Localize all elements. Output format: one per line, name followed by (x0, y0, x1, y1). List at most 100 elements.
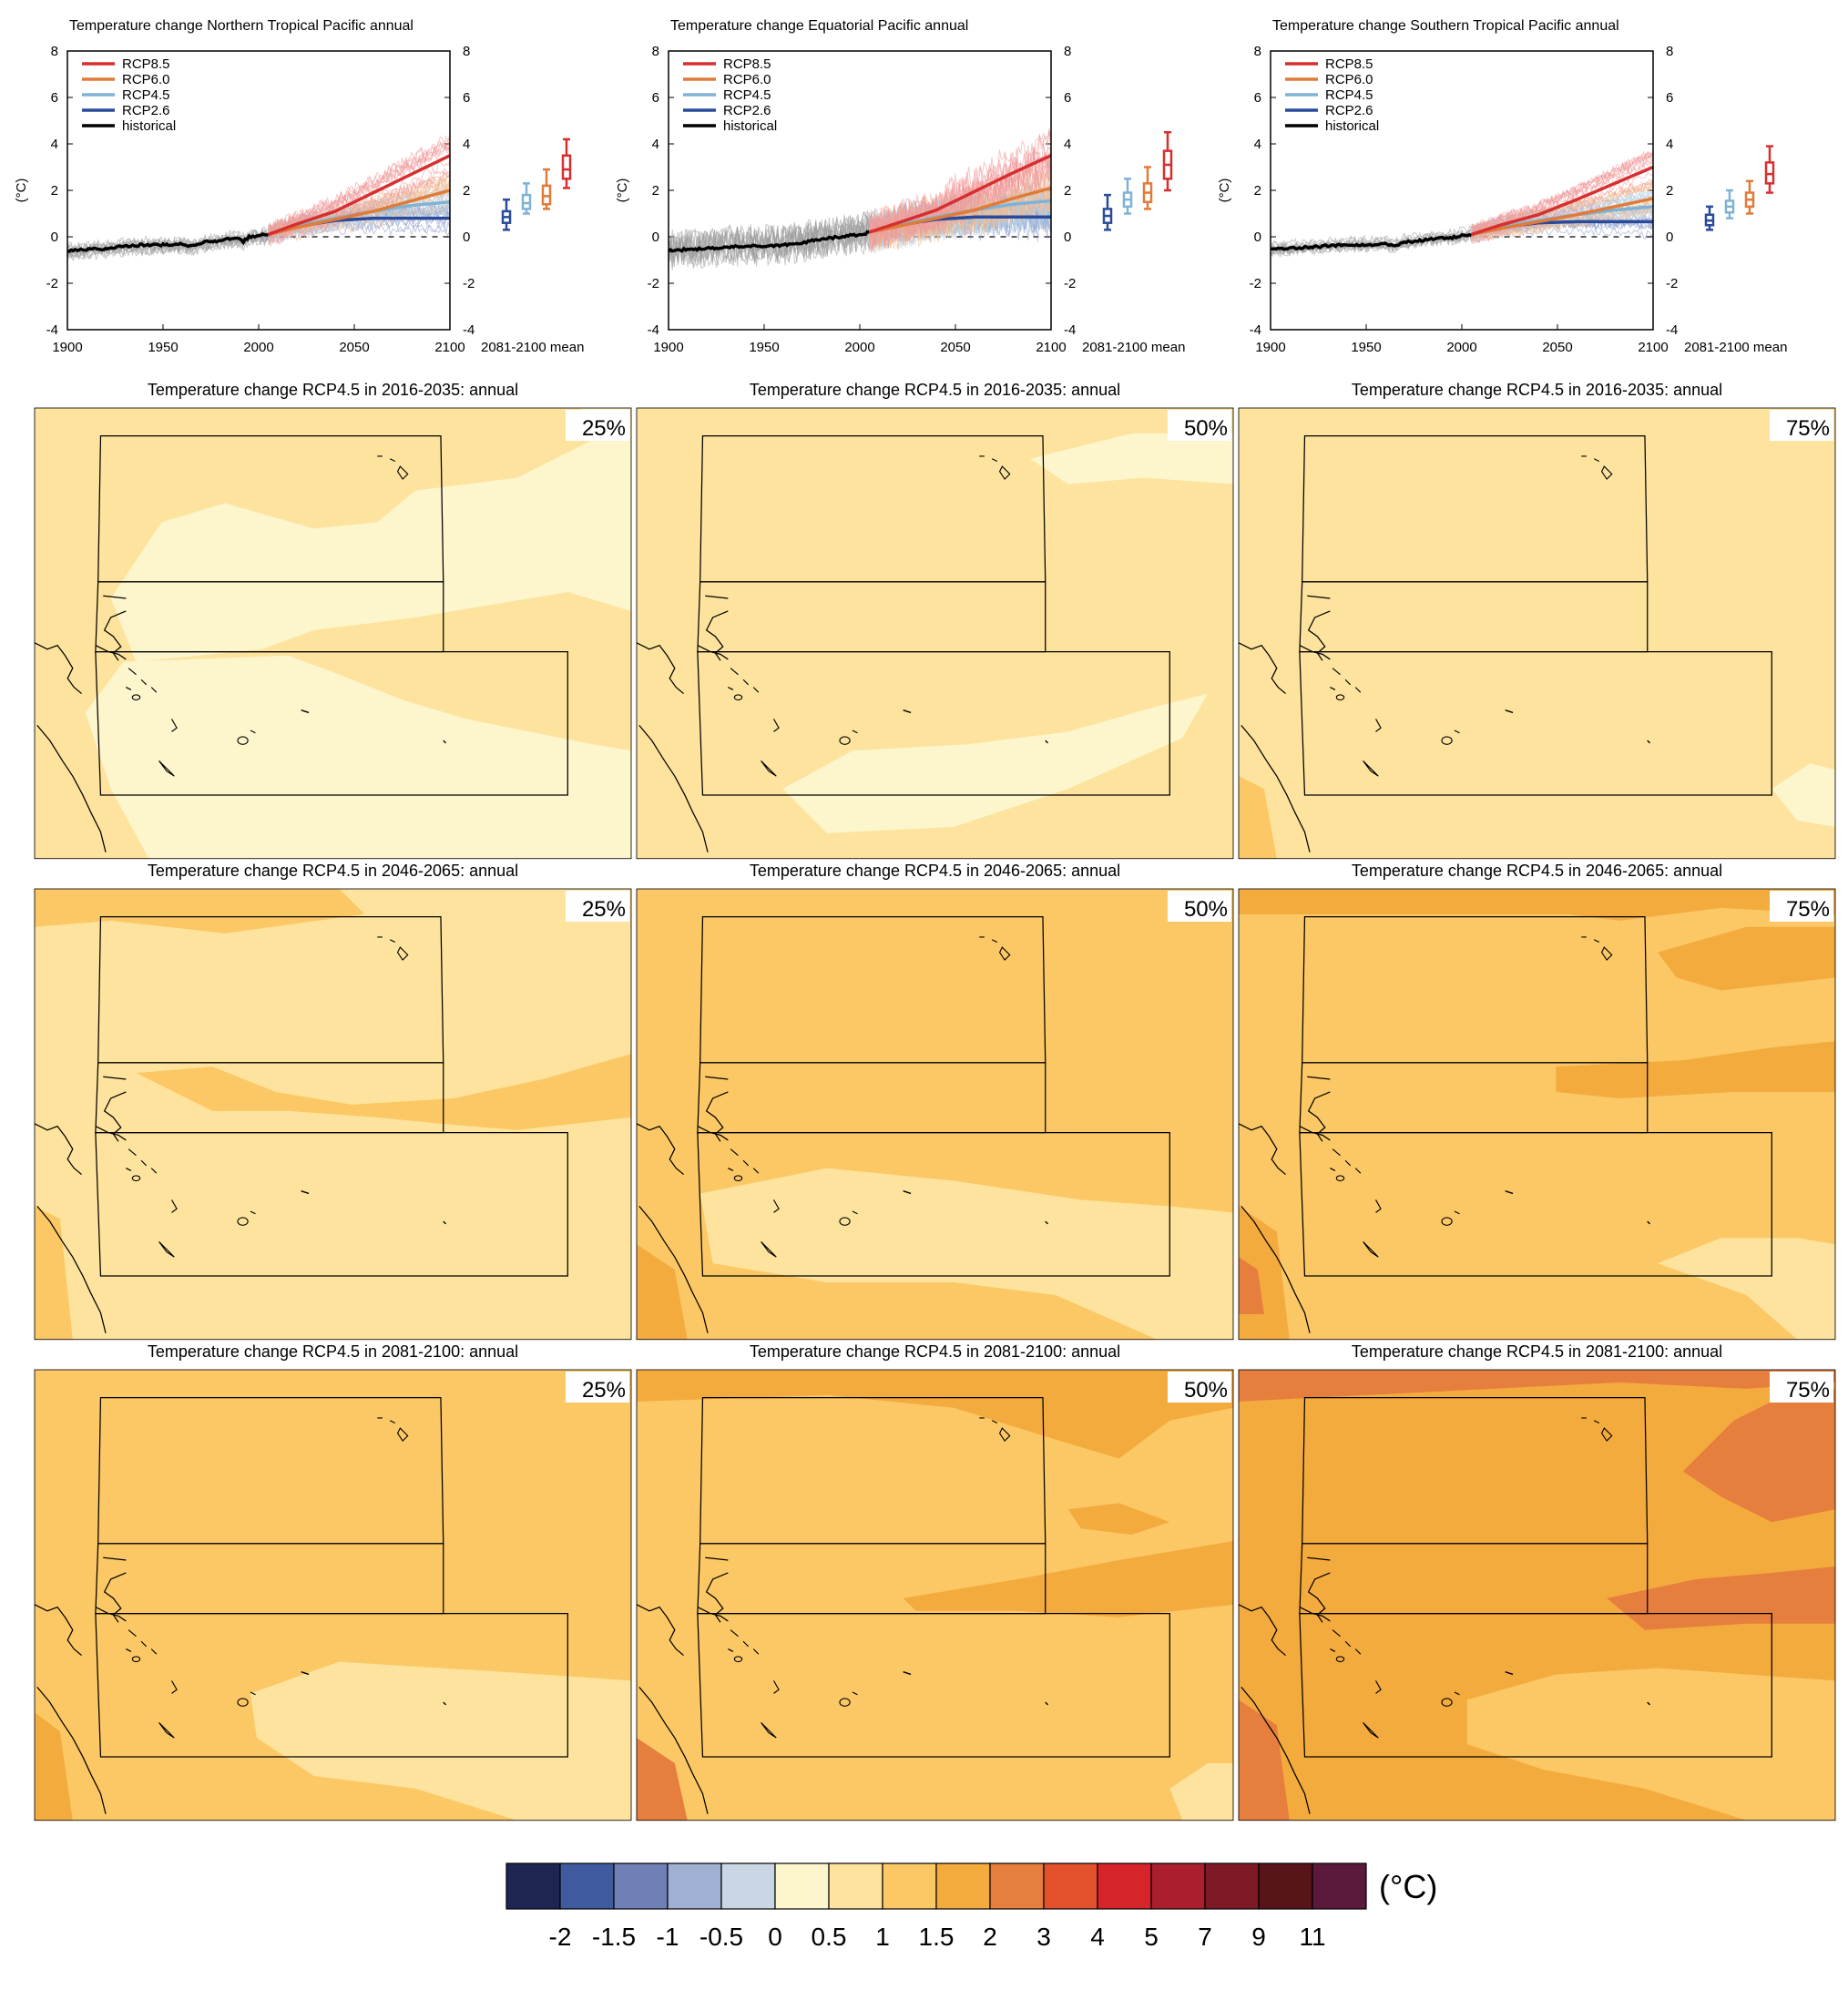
island-chain (128, 1148, 158, 1174)
contour-region (1771, 763, 1835, 827)
island (761, 1722, 777, 1739)
legend-entry: RCP6.0 (1325, 72, 1373, 87)
series-mean-historical (67, 232, 269, 253)
map-field (636, 407, 1234, 860)
island (158, 1241, 175, 1258)
coastline (728, 1168, 734, 1171)
island-chain (730, 668, 760, 693)
coastline (705, 1076, 729, 1080)
island (852, 1210, 858, 1215)
island (443, 1701, 447, 1706)
map-title: Temperature change RCP4.5 in 2046-2065: … (148, 862, 518, 880)
region-box-south (1299, 1612, 1772, 1758)
contour-region (1067, 1503, 1170, 1536)
island-chain (128, 1629, 158, 1655)
percentile-badge-bg (1770, 1372, 1833, 1403)
coastline (636, 1123, 684, 1176)
island-chain (1332, 668, 1362, 693)
colorbar-swatch (1097, 1862, 1152, 1910)
island (1441, 736, 1453, 745)
y-tick-label: 4 (652, 137, 659, 152)
contour-region (1239, 889, 1835, 921)
percentile-badge-bg (1168, 410, 1231, 441)
ensemble-member-line (669, 210, 870, 263)
series-mean-historical (669, 230, 870, 253)
y-tick-label: -4 (648, 322, 659, 338)
island (171, 1199, 178, 1213)
y-tick-label: 8 (652, 44, 659, 59)
timeseries-title: Temperature change Equatorial Pacific an… (670, 18, 968, 34)
map-title: Temperature change RCP4.5 in 2046-2065: … (750, 862, 1120, 880)
island-chain (730, 1148, 760, 1174)
map-title: Temperature change RCP4.5 in 2081-2100: … (1352, 1342, 1722, 1361)
coastline (103, 1556, 127, 1561)
coastline (36, 725, 107, 852)
ensemble-member-line (869, 128, 1051, 240)
y-tick-label-right: -4 (1064, 322, 1076, 338)
map-panel-1: Temperature change RCP4.5 in 2016-2035: … (34, 381, 632, 860)
island (301, 1671, 310, 1676)
island (131, 1175, 141, 1182)
island (852, 1691, 858, 1696)
series-mean-rcp8.5 (868, 154, 1051, 234)
colorbar-tick-label: 2 (983, 1923, 997, 1951)
y-tick-label-right: -4 (1666, 322, 1678, 338)
island (773, 1199, 780, 1213)
coastline (728, 1648, 734, 1652)
box-rcp4.5 (521, 193, 532, 210)
coastline (1330, 1168, 1336, 1171)
y-tick-label-right: 2 (1064, 183, 1071, 199)
x-tick-label: 2050 (339, 340, 369, 355)
coastline (1307, 1076, 1331, 1080)
contour-region (1030, 433, 1233, 485)
legend-entry: RCP8.5 (1325, 56, 1373, 72)
map-title: Temperature change RCP4.5 in 2081-2100: … (750, 1342, 1120, 1361)
contour-region (903, 1541, 1233, 1617)
coastline (126, 1648, 132, 1652)
colorbar-tick-label: -0.5 (699, 1923, 743, 1951)
y-tick-label: 2 (51, 183, 58, 199)
coastline (1299, 645, 1331, 660)
contour-region (637, 1244, 688, 1340)
series-mean-historical (1271, 232, 1473, 251)
coastline (126, 687, 132, 690)
x-tick-label: 1900 (1255, 340, 1285, 355)
percentile-badge: 25% (582, 416, 626, 441)
region-box-south (95, 1612, 568, 1758)
y-tick-label: -4 (1250, 322, 1261, 338)
colorbar-tick-label: 1.5 (919, 1923, 955, 1951)
colorbar: -2 -1.5 -1 -0.5 0 0.5 1 1.5 2 3 4 5 7 9 11 (°C) (505, 1862, 1437, 1951)
map-field (34, 1369, 632, 1821)
x-tick-label: 1900 (52, 340, 82, 355)
y-tick-label-right: 6 (1064, 90, 1071, 106)
contour-region (1239, 1370, 1835, 1402)
coastline (1330, 1648, 1336, 1652)
map-background (1239, 408, 1835, 859)
colorbar-tick-label: 9 (1251, 1923, 1266, 1951)
island-chain (1332, 1148, 1362, 1174)
island (839, 736, 851, 745)
coastline (1238, 642, 1286, 695)
coastline (705, 595, 729, 599)
y-tick-label: -2 (1250, 276, 1261, 291)
island (1375, 1680, 1382, 1694)
contour-region (1657, 926, 1835, 991)
island (733, 694, 743, 701)
box-rcp8.5 (1764, 161, 1775, 185)
ensemble-member-line (1471, 152, 1653, 235)
y-tick-label-right: -2 (1064, 276, 1076, 291)
colorbar-tick-label: 5 (1144, 1923, 1159, 1951)
map-frame (1238, 1369, 1836, 1821)
x-tick-label: 1950 (1351, 340, 1381, 355)
contour-region (1657, 1238, 1835, 1340)
region-box-south (697, 1612, 1170, 1758)
contour-region (782, 693, 1209, 833)
island (1441, 1698, 1453, 1707)
box-axis-label: 2081-2100 mean (1684, 340, 1787, 355)
ensemble-member-line (268, 135, 450, 229)
map-panel-9: Temperature change RCP4.5 in 2081-2100: … (1238, 1342, 1836, 1821)
island (1441, 1217, 1453, 1226)
island (1335, 1175, 1345, 1182)
island (1363, 1722, 1379, 1739)
